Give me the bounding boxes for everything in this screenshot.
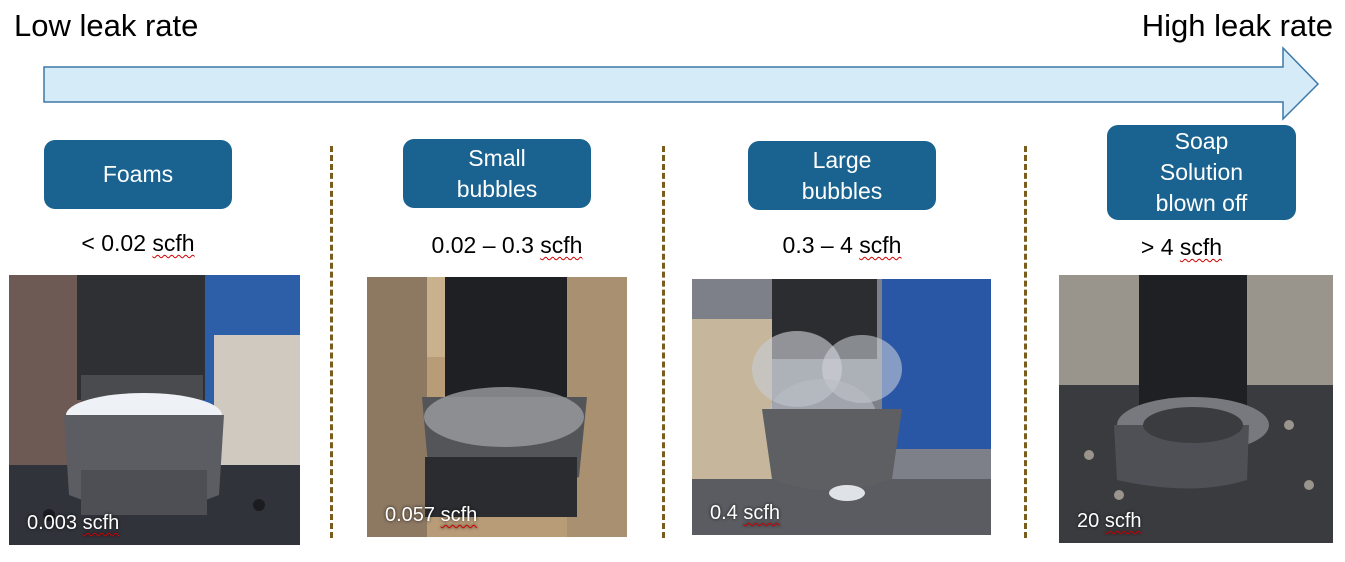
photo-unit: scfh (82, 512, 120, 534)
leak-range-soap-blown-off: > 4 scfh (1107, 234, 1256, 261)
photo-value: 20 (1077, 510, 1105, 532)
leak-rate-arrow (40, 46, 1325, 122)
photo-unit: scfh (440, 504, 478, 526)
range-unit: scfh (540, 232, 583, 258)
low-leak-rate-label: Low leak rate (14, 8, 199, 43)
column-divider (1024, 146, 1027, 538)
range-unit: scfh (859, 232, 902, 258)
category-label-line: bubbles (456, 175, 538, 202)
photo-unit: scfh (743, 502, 781, 524)
category-label-line: blown off (1155, 190, 1248, 216)
photo-value: 0.4 (710, 502, 744, 524)
leak-range-large-bubbles: 0.3 – 4 scfh (748, 232, 936, 259)
column-divider (662, 146, 665, 538)
photo-measured-rate: 20 scfh (1077, 510, 1142, 533)
photo-soap-blown-off: 20 scfh (1059, 275, 1333, 543)
photo-foams: 0.003 scfh (9, 275, 300, 545)
range-value: 0.3 – 4 (782, 232, 860, 258)
category-foams: Foams (44, 140, 232, 209)
range-value: 0.02 – 0.3 (431, 232, 541, 258)
leak-range-foams: < 0.02 scfh (44, 230, 232, 257)
category-label-line: bubbles (801, 177, 883, 204)
category-label-line: Soap (1174, 128, 1229, 154)
photo-measured-rate: 0.4 scfh (710, 502, 780, 525)
photo-small-bubbles: 0.057 scfh (367, 277, 627, 537)
photo-value: 0.003 (27, 512, 83, 534)
range-value: > 4 (1140, 234, 1180, 260)
category-soap-blown-off: Soap Solution blown off (1107, 125, 1296, 220)
range-value: < 0.02 (81, 230, 153, 256)
photo-measured-rate: 0.003 scfh (27, 512, 119, 535)
category-label-line: Foams (102, 161, 174, 187)
photo-large-bubbles: 0.4 scfh (692, 279, 991, 535)
photo-unit: scfh (1104, 510, 1142, 532)
photo-value: 0.057 (385, 504, 441, 526)
leak-range-small-bubbles: 0.02 – 0.3 scfh (403, 232, 611, 259)
column-divider (330, 146, 333, 538)
category-label-line: Solution (1159, 159, 1244, 185)
high-leak-rate-label: High leak rate (1141, 8, 1333, 43)
range-unit: scfh (152, 230, 195, 256)
category-large-bubbles: Large bubbles (748, 141, 936, 210)
category-label-line: Large (812, 146, 872, 173)
photo-measured-rate: 0.057 scfh (385, 504, 477, 527)
range-unit: scfh (1179, 234, 1223, 260)
category-small-bubbles: Small bubbles (403, 139, 591, 208)
category-label-line: Small (468, 144, 526, 171)
